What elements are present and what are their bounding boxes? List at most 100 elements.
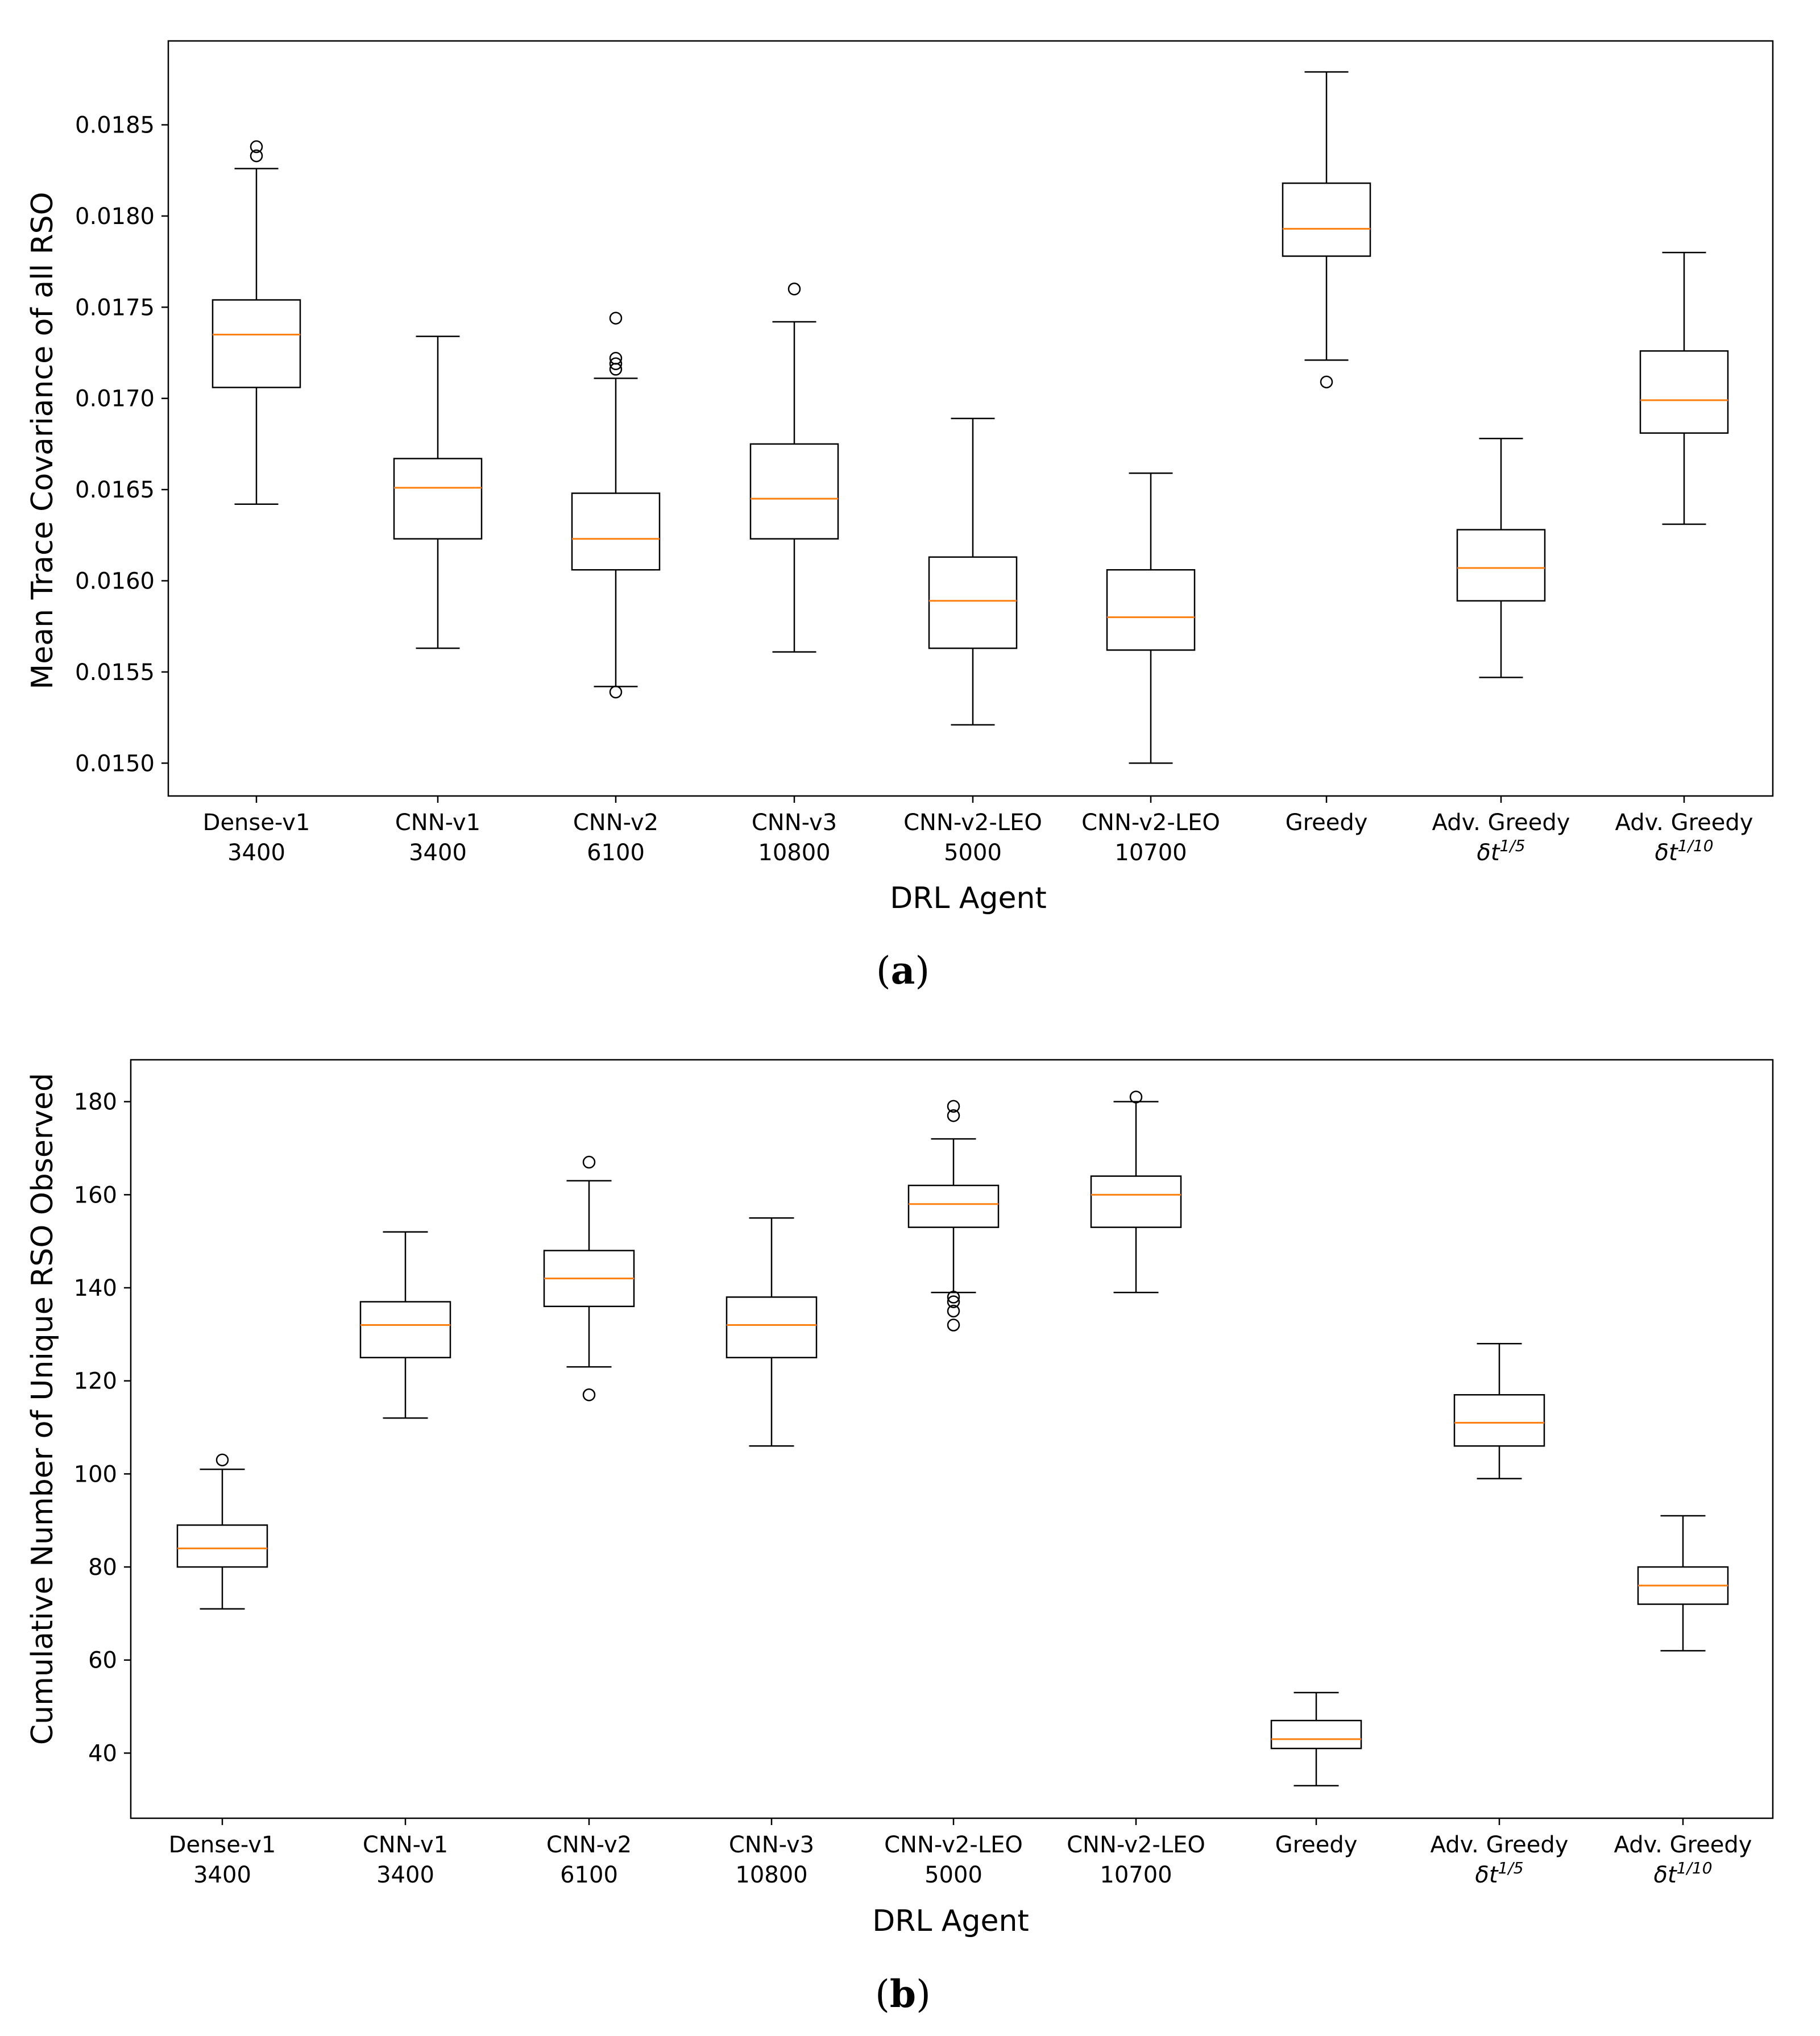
y-tick-label: 100 — [74, 1461, 117, 1487]
plot-frame — [130, 1059, 1774, 1819]
x-tick-label-line2: 10800 — [735, 1862, 807, 1888]
y-tick-label: 0.0165 — [75, 477, 155, 503]
x-axis-label: DRL Agent — [872, 1904, 1029, 1938]
outlier-point — [787, 283, 801, 296]
y-tick-label: 80 — [88, 1554, 117, 1581]
y-tick-label: 60 — [88, 1648, 117, 1674]
iqr-box — [1639, 350, 1729, 434]
x-tick-label-line2: 6100 — [560, 1862, 618, 1888]
y-tick-label: 120 — [74, 1369, 117, 1395]
y-tick-label: 160 — [74, 1182, 117, 1208]
outlier-point — [947, 1295, 960, 1308]
x-tick-label: Greedy — [1275, 1832, 1358, 1858]
x-tick-label-math: δt1/5 — [1475, 1859, 1523, 1889]
x-tick-label: Dense-v1 — [169, 1832, 276, 1858]
x-tick-label: Adv. Greedy — [1431, 1832, 1569, 1858]
x-tick-label-line2: 6100 — [587, 840, 645, 866]
chart-b: Cumulative Number of Unique RSO Observed… — [26, 1059, 1774, 2016]
x-tick-label: CNN-v2 — [546, 1832, 632, 1858]
x-tick-label: CNN-v1 — [363, 1832, 448, 1858]
caption-b: (b) — [875, 1972, 931, 2016]
outlier-point — [947, 1291, 960, 1304]
outlier-point — [609, 351, 623, 365]
x-tick-label-line2: 3400 — [376, 1862, 434, 1888]
outlier-point — [215, 1453, 229, 1467]
x-tick-label: Dense-v1 — [203, 810, 310, 836]
box-5 — [928, 417, 1018, 726]
iqr-box — [1282, 182, 1371, 257]
outlier-point — [1129, 1090, 1143, 1104]
y-tick-label: 0.0155 — [75, 660, 155, 686]
x-tick-label-line2: 10700 — [1100, 1862, 1172, 1888]
x-tick-label: CNN-v1 — [395, 810, 480, 836]
box-5 — [907, 1100, 1000, 1332]
iqr-box — [359, 1301, 451, 1359]
x-tick-label: CNN-v3 — [729, 1832, 814, 1858]
x-tick-label: CNN-v2-LEO — [884, 1832, 1023, 1858]
box-7 — [1270, 1691, 1362, 1786]
y-axis-label: Mean Trace Covariance of all RSO — [26, 192, 60, 689]
plot-frame — [167, 40, 1774, 797]
x-tick-label-line2: 10800 — [758, 840, 830, 866]
x-tick-label: CNN-v2-LEO — [1067, 1832, 1205, 1858]
iqr-box — [212, 299, 301, 388]
box-3 — [543, 1155, 635, 1401]
outlier-point — [250, 140, 263, 154]
x-tick-label: Adv. Greedy — [1615, 810, 1753, 836]
box-7 — [1282, 71, 1371, 389]
x-tick-label-line2: 3400 — [409, 840, 467, 866]
box-8 — [1456, 438, 1546, 678]
x-tick-label-math: δt1/10 — [1655, 836, 1713, 866]
x-tick-label-math: δt1/10 — [1653, 1859, 1712, 1889]
x-tick-label-line2: 5000 — [924, 1862, 982, 1888]
outlier-point — [609, 357, 623, 371]
y-tick-label: 180 — [74, 1089, 117, 1116]
outlier-point — [1320, 375, 1333, 389]
box-2 — [359, 1231, 451, 1419]
x-tick-label: Greedy — [1286, 810, 1368, 836]
outlier-point — [609, 685, 623, 699]
iqr-box — [571, 492, 661, 571]
iqr-box — [1106, 569, 1196, 651]
box-6 — [1106, 472, 1196, 764]
outlier-point — [582, 1388, 596, 1401]
outlier-point — [947, 1109, 960, 1122]
outlier-point — [947, 1304, 960, 1318]
box-4 — [749, 283, 839, 653]
y-tick-label: 0.0160 — [75, 568, 155, 594]
x-tick-label-line2: 5000 — [944, 840, 1002, 866]
outlier-point — [609, 312, 623, 325]
x-tick-label-line2: 10700 — [1114, 840, 1187, 866]
iqr-box — [1090, 1175, 1182, 1228]
x-tick-label: CNN-v3 — [752, 810, 837, 836]
y-tick-label: 40 — [88, 1740, 117, 1767]
y-tick-label: 0.0185 — [75, 113, 155, 139]
iqr-box — [1270, 1719, 1362, 1749]
y-tick-label: 0.0180 — [75, 204, 155, 230]
x-tick-label: Adv. Greedy — [1432, 810, 1570, 836]
outlier-point — [250, 149, 263, 163]
iqr-box — [928, 556, 1018, 649]
box-9 — [1639, 251, 1729, 525]
outlier-point — [947, 1100, 960, 1113]
box-1 — [212, 140, 301, 505]
y-tick-label: 0.0150 — [75, 750, 155, 777]
outlier-point — [947, 1318, 960, 1332]
iqr-box — [393, 458, 483, 540]
x-tick-label: CNN-v2-LEO — [1081, 810, 1220, 836]
iqr-box — [1456, 529, 1546, 602]
x-tick-label: CNN-v2 — [573, 810, 658, 836]
box-8 — [1453, 1342, 1545, 1479]
y-tick-label: 140 — [74, 1275, 117, 1301]
iqr-box — [725, 1296, 818, 1359]
box-3 — [571, 312, 661, 699]
outlier-point — [582, 1155, 596, 1169]
box-1 — [176, 1453, 268, 1610]
x-tick-label: Adv. Greedy — [1614, 1832, 1752, 1858]
box-6 — [1090, 1090, 1182, 1293]
x-tick-label-line2: 3400 — [193, 1862, 251, 1888]
chart-a: Mean Trace Covariance of all RSO DRL Age… — [26, 40, 1774, 993]
y-tick-label: 0.0170 — [75, 386, 155, 412]
x-axis-label: DRL Agent — [890, 881, 1047, 915]
